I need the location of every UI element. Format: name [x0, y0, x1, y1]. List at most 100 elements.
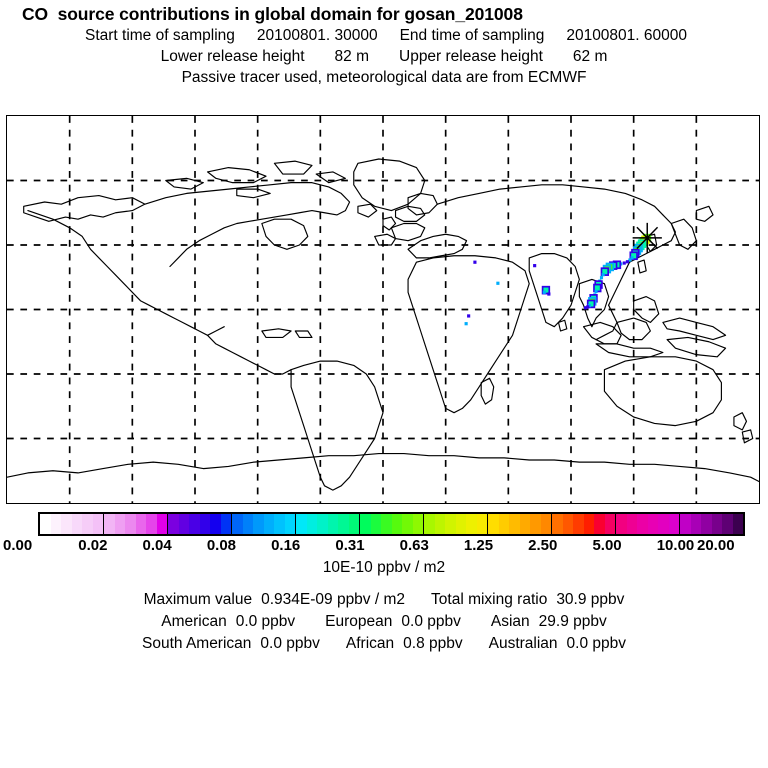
plume-cell	[464, 322, 468, 326]
plume-cell	[628, 258, 632, 262]
colorbar-segment-7	[488, 514, 552, 534]
maximum-value: 0.934E-09 ppbv / m2	[261, 591, 406, 608]
colorbar-cell-9-4	[658, 514, 669, 534]
colorbar-cell-3-4	[274, 514, 285, 534]
colorbar-tick-1: 0.02	[78, 537, 108, 554]
upper-release-value: 62 m	[572, 48, 608, 65]
region-label-australian: Australian	[488, 635, 558, 652]
colorbar-cell-8-2	[573, 514, 584, 534]
plume-cell	[496, 281, 500, 285]
total-mixing-ratio-value: 30.9 ppbv	[556, 591, 625, 608]
colorbar-cell-2-5	[220, 514, 231, 534]
colorbar-cell-4-4	[338, 514, 349, 534]
sampling-time-row: Start time of sampling 20100801. 30000 E…	[0, 25, 768, 46]
colorbar-cell-7-2	[509, 514, 520, 534]
plume-cell	[622, 261, 626, 265]
colorbar-cell-7-5	[540, 514, 551, 534]
colorbar-segment-0	[40, 514, 104, 534]
colorbar-cell-2-0	[168, 514, 179, 534]
colorbar-unit-label: 10E-10 ppbv / m2	[322, 559, 446, 576]
colorbar-tick-4: 0.16	[271, 537, 301, 554]
colorbar-cell-7-4	[530, 514, 541, 534]
colorbar-cell-0-5	[92, 514, 103, 534]
colorbar-segment-9	[616, 514, 680, 534]
region-label-european: European	[325, 613, 393, 630]
plume-cell	[543, 287, 549, 293]
colorbar-cell-4-5	[348, 514, 359, 534]
colorbar-tick-11: 20.00	[697, 537, 735, 554]
region-value-south-american: 0.0 ppbv	[260, 635, 320, 652]
colorbar-cell-1-1	[114, 514, 125, 534]
colorbar-cell-2-3	[199, 514, 210, 534]
release-site-marker	[632, 222, 662, 253]
colorbar-tick-5: 0.31	[335, 537, 365, 554]
region-value-australian: 0.0 ppbv	[566, 635, 627, 652]
colorbar-cell-10-4	[722, 514, 733, 534]
colorbar-cell-3-0	[232, 514, 243, 534]
colorbar-cell-8-5	[604, 514, 615, 534]
colorbar-segment-4	[296, 514, 360, 534]
colorbar-cell-2-4	[210, 514, 221, 534]
upper-release-label: Upper release height	[399, 48, 543, 65]
plume-cell	[533, 264, 537, 268]
colorbar-cell-5-3	[391, 514, 402, 534]
colorbar-cell-10-3	[711, 514, 722, 534]
plume-cell	[587, 304, 591, 308]
lower-release-label: Lower release height	[160, 48, 305, 65]
colorbar-tick-labels: 0.00 0.02 0.04 0.08 0.16 0.31 0.63 1.25 2.50 5.00…	[0, 537, 768, 555]
colorbar-cell-10-1	[690, 514, 701, 534]
plume-cell	[467, 314, 471, 318]
colorbar-cell-8-1	[562, 514, 573, 534]
world-map-panel	[6, 115, 760, 504]
colorbar-cell-3-1	[242, 514, 253, 534]
region-label-asian: Asian	[490, 613, 530, 630]
release-height-row: Lower release height 82 m Upper release …	[0, 46, 768, 67]
colorbar-tick-9: 5.00	[592, 537, 622, 554]
colorbar-cell-6-2	[445, 514, 456, 534]
plume-cell	[594, 285, 600, 291]
colorbar-cell-0-4	[82, 514, 93, 534]
region-value-american: 0.0 ppbv	[235, 613, 296, 630]
plume-cell	[584, 306, 588, 310]
colorbar-cell-10-0	[680, 514, 691, 534]
colorbar-cell-5-1	[370, 514, 381, 534]
colorbar-segment-10	[680, 514, 743, 534]
plume-cell	[547, 292, 551, 296]
colorbar-tick-6: 0.63	[399, 537, 429, 554]
colorbar-cell-2-2	[189, 514, 200, 534]
map-gridlines	[7, 116, 759, 503]
colorbar-cell-5-0	[360, 514, 371, 534]
colorbar-segment-2	[168, 514, 232, 534]
colorbar-cell-1-0	[104, 514, 115, 534]
method-note-row: Passive tracer used, meteorological data…	[0, 67, 768, 88]
colorbar-cell-6-1	[434, 514, 445, 534]
colorbar-cell-10-5	[732, 514, 743, 534]
colorbar-cell-0-2	[61, 514, 72, 534]
plume-cell	[473, 260, 477, 264]
world-map-svg	[7, 116, 759, 503]
colorbar-tick-10: 10.00	[656, 537, 695, 554]
region-value-african: 0.8 ppbv	[403, 635, 463, 652]
plume-cell	[542, 290, 546, 294]
plume-cell	[602, 269, 608, 275]
colorbar-cell-1-4	[146, 514, 157, 534]
colorbar-tick-8: 2.50	[528, 537, 558, 554]
coastlines	[7, 158, 759, 491]
plume-cell	[586, 305, 590, 309]
colorbar-cell-9-3	[647, 514, 658, 534]
method-note: Passive tracer used, meteorological data…	[181, 69, 587, 86]
figure-footer: Maximum value 0.934E-09 ppbv / m2 Total …	[0, 589, 768, 655]
colorbar-cell-9-5	[668, 514, 679, 534]
region-row-south: South American 0.0 ppbv African 0.8 ppbv…	[0, 633, 768, 655]
colorbar-segment-8	[552, 514, 616, 534]
colorbar-cell-8-3	[583, 514, 594, 534]
colorbar-cell-4-1	[306, 514, 317, 534]
colorbar-cell-9-0	[616, 514, 627, 534]
colorbar-segment-5	[360, 514, 424, 534]
colorbar-cell-5-5	[412, 514, 423, 534]
lower-release-value: 82 m	[334, 48, 369, 65]
plume-cells	[464, 233, 652, 326]
colorbar-tick-7: 1.25	[463, 537, 494, 554]
region-label-american: American	[161, 613, 227, 630]
